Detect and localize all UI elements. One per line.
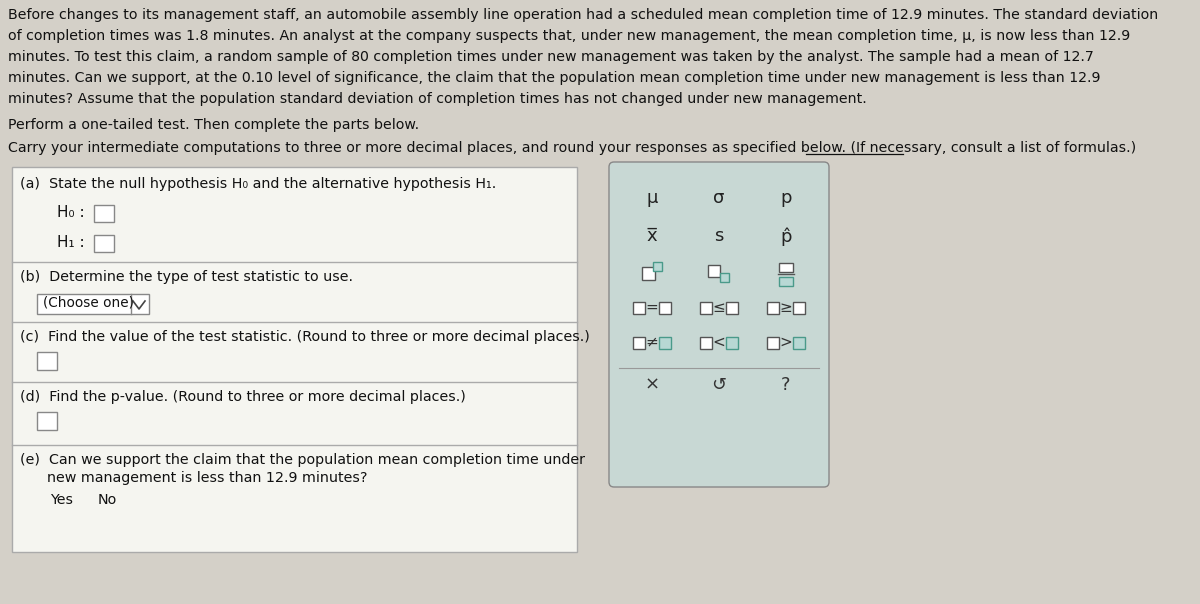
Text: minutes? Assume that the population standard deviation of completion times has n: minutes? Assume that the population stan… — [8, 92, 866, 106]
Bar — [634, 302, 646, 314]
Bar — [767, 302, 779, 314]
Text: p: p — [780, 189, 792, 207]
Bar — [653, 262, 661, 271]
Text: (Choose one): (Choose one) — [43, 296, 134, 310]
Bar — [659, 302, 671, 314]
Text: ≤: ≤ — [713, 300, 725, 315]
Text: μ: μ — [647, 189, 658, 207]
Text: minutes. To test this claim, a random sample of 80 completion times under new ma: minutes. To test this claim, a random sa… — [8, 50, 1094, 64]
Text: ≥: ≥ — [780, 300, 792, 315]
Text: (a)  State the null hypothesis H₀ and the alternative hypothesis H₁.: (a) State the null hypothesis H₀ and the… — [20, 177, 497, 191]
Text: x̅: x̅ — [647, 227, 658, 245]
Bar — [700, 302, 712, 314]
Text: σ: σ — [713, 189, 725, 207]
Text: Yes: Yes — [50, 493, 73, 507]
Bar — [779, 277, 793, 286]
Bar — [659, 337, 671, 349]
Bar — [94, 235, 114, 252]
Text: (d)  Find the p-value. (Round to three or more decimal places.): (d) Find the p-value. (Round to three or… — [20, 390, 466, 404]
Bar — [700, 337, 712, 349]
Text: minutes. Can we support, at the 0.10 level of significance, the claim that the p: minutes. Can we support, at the 0.10 lev… — [8, 71, 1100, 85]
Bar — [793, 337, 805, 349]
Bar — [37, 294, 149, 314]
Text: p̂: p̂ — [780, 227, 792, 245]
Bar — [94, 205, 114, 222]
Text: ×: × — [644, 376, 660, 394]
Bar — [634, 337, 646, 349]
Text: Carry your intermediate computations to three or more decimal places, and round : Carry your intermediate computations to … — [8, 141, 1136, 155]
Text: Before changes to its management staff, an automobile assembly line operation ha: Before changes to its management staff, … — [8, 8, 1158, 22]
Text: (b)  Determine the type of test statistic to use.: (b) Determine the type of test statistic… — [20, 270, 353, 284]
Text: ?: ? — [781, 376, 791, 394]
Text: (c)  Find the value of the test statistic. (Round to three or more decimal place: (c) Find the value of the test statistic… — [20, 330, 590, 344]
Bar — [767, 337, 779, 349]
Text: No: No — [98, 493, 118, 507]
Bar — [37, 412, 58, 430]
Text: Perform a one-tailed test. Then complete the parts below.: Perform a one-tailed test. Then complete… — [8, 118, 419, 132]
Bar — [708, 265, 720, 277]
Text: H₁ :: H₁ : — [58, 235, 85, 250]
Bar — [793, 302, 805, 314]
Bar — [37, 352, 58, 370]
Text: >: > — [780, 335, 792, 350]
Text: new management is less than 12.9 minutes?: new management is less than 12.9 minutes… — [20, 471, 367, 485]
Bar — [726, 337, 738, 349]
Text: H₀ :: H₀ : — [58, 205, 85, 220]
Text: s: s — [714, 227, 724, 245]
Text: ≠: ≠ — [646, 335, 659, 350]
Text: of completion times was 1.8 minutes. An analyst at the company suspects that, un: of completion times was 1.8 minutes. An … — [8, 29, 1130, 43]
Bar — [779, 263, 793, 272]
Text: (e)  Can we support the claim that the population mean completion time under: (e) Can we support the claim that the po… — [20, 453, 586, 467]
Bar — [642, 266, 654, 280]
Bar — [12, 167, 577, 552]
Bar — [726, 302, 738, 314]
Text: ↺: ↺ — [712, 376, 726, 394]
Text: =: = — [646, 300, 659, 315]
Bar — [720, 272, 728, 281]
FancyBboxPatch shape — [610, 162, 829, 487]
Text: <: < — [713, 335, 725, 350]
